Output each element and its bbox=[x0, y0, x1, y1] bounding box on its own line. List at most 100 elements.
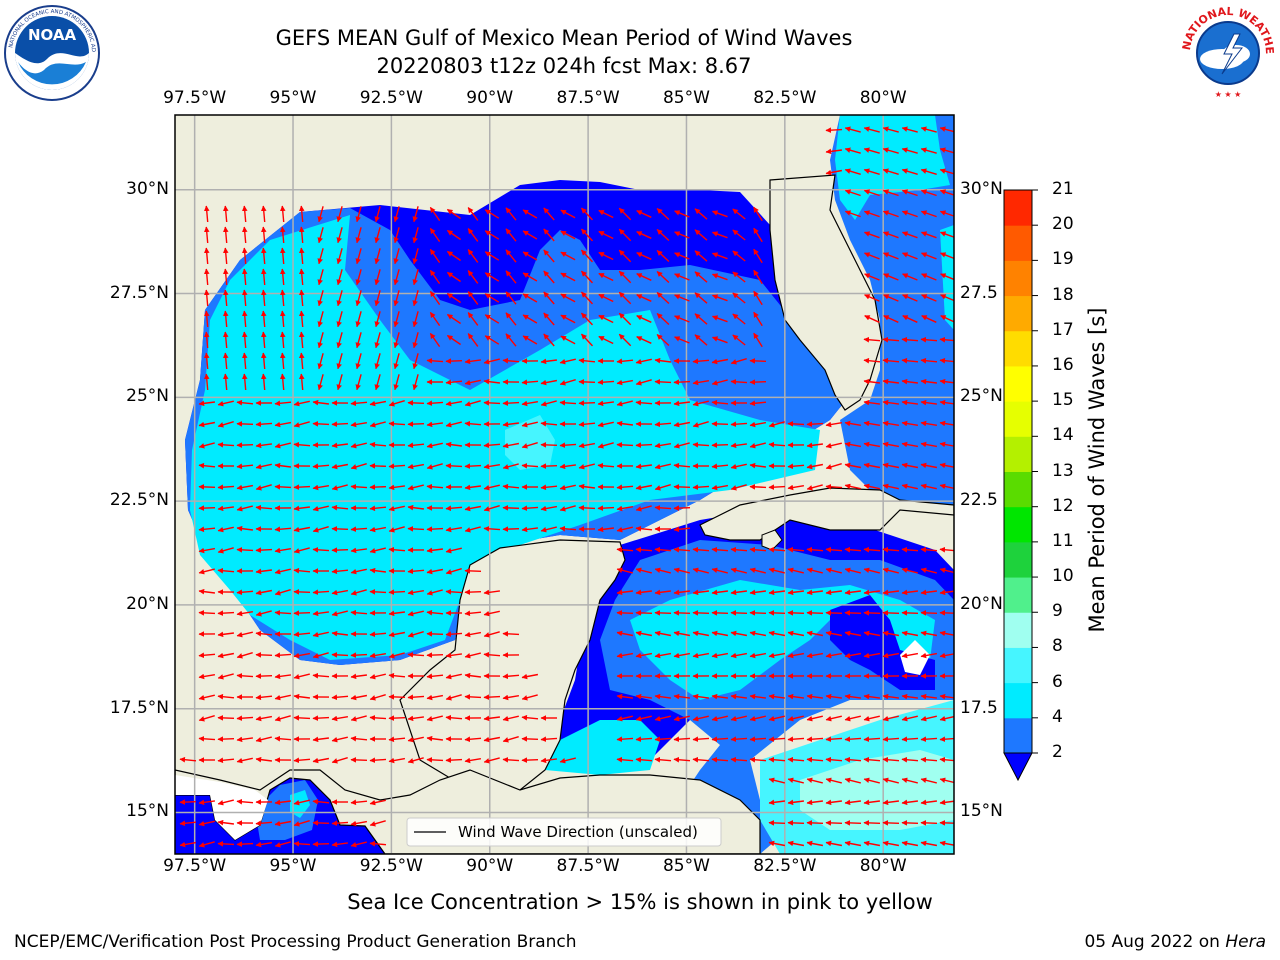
wind-wave-arrow bbox=[260, 310, 267, 328]
atlantic-cyan-2 bbox=[940, 225, 954, 330]
wind-wave-arrow bbox=[464, 400, 481, 407]
wind-wave-arrow bbox=[940, 315, 954, 323]
wind-wave-arrow bbox=[580, 207, 594, 221]
wind-wave-arrow bbox=[483, 484, 500, 491]
wind-wave-arrow bbox=[388, 757, 406, 764]
wind-wave-arrow bbox=[426, 694, 444, 701]
wind-wave-arrow bbox=[293, 652, 311, 659]
wind-wave-arrow bbox=[730, 546, 748, 553]
wind-wave-arrow bbox=[863, 589, 880, 596]
wind-wave-arrow bbox=[198, 505, 216, 511]
wind-wave-arrow bbox=[616, 567, 633, 574]
wind-wave-arrow bbox=[578, 357, 596, 364]
wind-wave-arrow bbox=[312, 757, 330, 764]
noaa-logo: NOAA NATIONAL OCEANIC AND ATMOSPHERIC AD… bbox=[2, 4, 100, 101]
wind-wave-arrow bbox=[336, 311, 343, 328]
wind-wave-arrow bbox=[255, 463, 272, 470]
wind-wave-arrow bbox=[255, 715, 273, 722]
wind-wave-arrow bbox=[355, 353, 362, 370]
wind-wave-arrow bbox=[483, 715, 500, 722]
wind-wave-arrow bbox=[692, 358, 710, 365]
wind-wave-arrow bbox=[331, 841, 348, 848]
wind-wave-arrow bbox=[863, 820, 881, 826]
wind-wave-arrow bbox=[787, 736, 805, 743]
wind-wave-arrow bbox=[656, 249, 670, 263]
wind-wave-arrow bbox=[920, 777, 937, 784]
wind-wave-arrow bbox=[388, 400, 405, 407]
wind-wave-arrow bbox=[393, 206, 400, 223]
wind-wave-arrow bbox=[901, 189, 918, 197]
wind-wave-arrow bbox=[901, 399, 918, 406]
wind-wave-arrow bbox=[787, 840, 805, 847]
wind-wave-arrow bbox=[939, 589, 954, 596]
wind-wave-arrow bbox=[429, 206, 441, 222]
wind-wave-arrow bbox=[236, 715, 254, 722]
wind-wave-arrow bbox=[374, 269, 381, 286]
wind-wave-arrow bbox=[654, 567, 671, 574]
wind-wave-arrow bbox=[445, 588, 463, 595]
wind-wave-arrow bbox=[317, 332, 324, 349]
wind-wave-arrow bbox=[236, 736, 253, 743]
lon-tick-top: 87.5°W bbox=[556, 88, 620, 108]
wind-wave-arrow bbox=[293, 715, 311, 721]
wind-wave-arrow bbox=[369, 505, 387, 512]
wind-wave-arrow bbox=[939, 756, 954, 763]
wind-wave-arrow bbox=[502, 421, 519, 428]
colorbar-tick-label: 12 bbox=[1052, 495, 1074, 516]
wind-wave-arrow bbox=[806, 777, 823, 784]
wind-wave-arrow bbox=[355, 332, 362, 349]
wind-wave-arrow bbox=[350, 568, 367, 575]
wind-wave-arrow bbox=[939, 610, 954, 616]
wind-wave-arrow bbox=[393, 332, 400, 349]
wind-wave-arrow bbox=[407, 463, 425, 470]
wind-wave-arrow bbox=[464, 736, 482, 743]
wind-wave-arrow bbox=[388, 715, 406, 721]
wind-wave-arrow bbox=[369, 589, 387, 595]
wind-wave-arrow bbox=[920, 126, 937, 133]
colorbar-band bbox=[1004, 365, 1032, 402]
wind-wave-arrow bbox=[350, 547, 367, 554]
lon-tick-bottom: 87.5°W bbox=[556, 856, 620, 876]
atlantic-cyan bbox=[835, 115, 950, 220]
wind-wave-arrow bbox=[445, 421, 462, 428]
wind-wave-arrow bbox=[882, 736, 900, 743]
wind-wave-arrow bbox=[217, 567, 235, 574]
wind-wave-arrow bbox=[882, 252, 899, 260]
wind-wave-arrow bbox=[825, 463, 842, 470]
wind-wave-arrow bbox=[179, 841, 197, 848]
wind-wave-arrow bbox=[445, 358, 463, 364]
wind-wave-arrow bbox=[939, 420, 954, 427]
wind-wave-arrow bbox=[844, 610, 862, 616]
wind-wave-arrow bbox=[882, 589, 899, 596]
wind-wave-arrow bbox=[369, 631, 387, 638]
wind-wave-arrow bbox=[901, 589, 918, 596]
legend-label: Wind Wave Direction (unscaled) bbox=[458, 823, 698, 841]
lon-tick-bottom: 97.5°W bbox=[163, 856, 227, 876]
wind-wave-arrow bbox=[901, 420, 919, 427]
wind-wave-arrow bbox=[502, 736, 519, 743]
wind-wave-arrow bbox=[241, 289, 248, 307]
colorbar-band bbox=[1004, 647, 1032, 684]
wind-wave-arrow bbox=[274, 694, 291, 701]
wind-wave-arrow bbox=[179, 799, 197, 805]
gulf-blue bbox=[185, 208, 850, 665]
wind-wave-arrow bbox=[901, 756, 919, 763]
wind-wave-arrow bbox=[393, 353, 400, 370]
wind-wave-arrow bbox=[694, 313, 708, 325]
wind-wave-arrow bbox=[198, 820, 215, 827]
wind-wave-arrow bbox=[844, 147, 861, 154]
wind-wave-arrow bbox=[939, 378, 954, 385]
wind-wave-arrow bbox=[217, 693, 235, 700]
wind-wave-arrow bbox=[844, 756, 862, 763]
wind-wave-arrow bbox=[241, 205, 248, 223]
wind-wave-arrow bbox=[198, 462, 216, 469]
wind-wave-arrow bbox=[939, 840, 954, 847]
wind-wave-arrow bbox=[445, 714, 463, 721]
wind-wave-arrow bbox=[217, 841, 235, 847]
wind-wave-arrow bbox=[217, 441, 235, 448]
wind-wave-arrow bbox=[312, 421, 330, 427]
wind-wave-arrow bbox=[654, 463, 671, 470]
wind-wave-arrow bbox=[901, 210, 918, 218]
colorbar-tick-label: 11 bbox=[1052, 530, 1074, 551]
wind-wave-arrow bbox=[902, 273, 918, 281]
